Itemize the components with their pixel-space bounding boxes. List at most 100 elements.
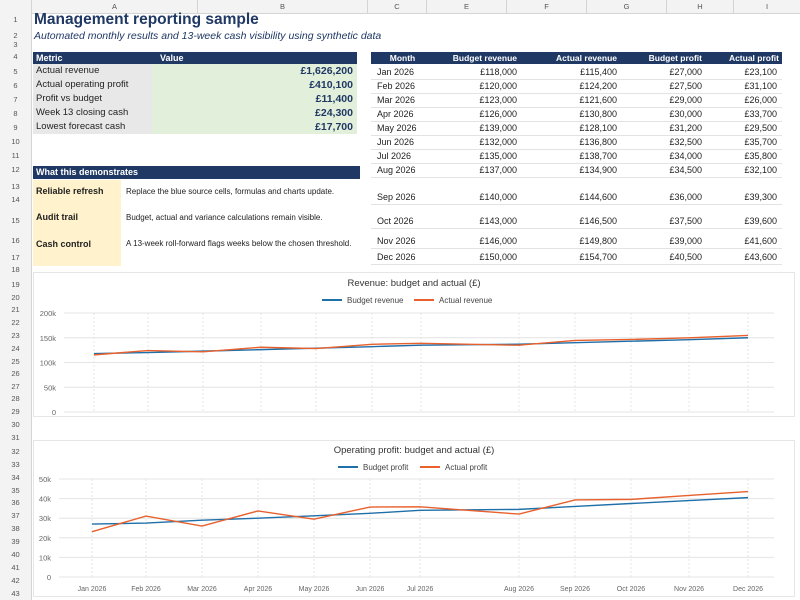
row-number[interactable]: 18: [11, 265, 20, 274]
column-header-c[interactable]: C: [368, 0, 427, 13]
column-header-i[interactable]: I: [734, 0, 800, 13]
budget-revenue-header: Budget revenue: [434, 52, 522, 64]
row-number[interactable]: 9: [13, 123, 18, 132]
metric-value: £24,300: [152, 106, 357, 120]
x-tick-label: Feb 2026: [131, 586, 161, 593]
row-number[interactable]: 30: [11, 420, 20, 429]
row-number[interactable]: 19: [11, 280, 20, 289]
value-cell: £140,000: [479, 192, 517, 202]
row-number[interactable]: 4: [13, 52, 18, 61]
legend-label: Budget revenue: [347, 296, 404, 305]
row-number[interactable]: 11: [11, 151, 20, 160]
value-cell: £41,600: [744, 236, 777, 246]
row-number[interactable]: 31: [11, 433, 20, 442]
value-cell: £43,600: [744, 252, 777, 262]
value-cell: £37,500: [669, 216, 702, 226]
legend-label: Actual profit: [445, 463, 488, 472]
row-number[interactable]: 26: [11, 369, 20, 378]
value-cell: £154,700: [579, 252, 617, 262]
row-number[interactable]: 37: [11, 511, 20, 520]
series-line-actual: [91, 490, 749, 533]
column-header-f[interactable]: F: [507, 0, 587, 13]
x-tick-label: Nov 2026: [674, 586, 704, 593]
actual-profit-header: Actual profit: [707, 52, 782, 64]
demo-text: A 13-week roll-forward flags weeks below…: [126, 239, 352, 248]
row-number[interactable]: 28: [11, 394, 20, 403]
row-number[interactable]: 27: [11, 382, 20, 391]
value-cell: £29,500: [744, 123, 777, 133]
column-header-g[interactable]: G: [587, 0, 667, 13]
metric-label: Week 13 closing cash: [33, 106, 152, 120]
row-number[interactable]: 39: [11, 537, 20, 546]
row-number[interactable]: 43: [11, 589, 20, 598]
row-number[interactable]: 6: [13, 81, 18, 90]
value-cell: £137,000: [479, 165, 517, 175]
month-cell: May 2026: [377, 123, 417, 133]
row-number[interactable]: 29: [11, 407, 20, 416]
column-header-a[interactable]: A: [32, 0, 198, 13]
month-cell: Jun 2026: [377, 137, 415, 147]
row-number[interactable]: 5: [13, 67, 18, 76]
chart-title: Operating profit: budget and actual (£): [334, 445, 495, 456]
row-number[interactable]: 20: [11, 293, 20, 302]
row-number[interactable]: 12: [11, 165, 20, 174]
row-number[interactable]: 17: [11, 253, 20, 262]
row-number[interactable]: 21: [11, 305, 20, 314]
x-tick-label: Jun 2026: [356, 586, 385, 593]
row-number[interactable]: 14: [11, 195, 20, 204]
demo-label: Audit trail: [33, 211, 121, 232]
y-tick-label: 20k: [39, 534, 51, 543]
month-cell: Sep 2026: [377, 192, 416, 202]
x-tick-label: Sep 2026: [560, 586, 590, 593]
row-number[interactable]: 38: [11, 524, 20, 533]
value-cell: £39,000: [669, 236, 702, 246]
row-number[interactable]: 32: [11, 447, 20, 456]
value-cell: £33,700: [744, 109, 777, 119]
row-number[interactable]: 8: [13, 109, 18, 118]
row-number[interactable]: 22: [11, 318, 20, 327]
row-number[interactable]: 40: [11, 550, 20, 559]
revenue-chart-frame[interactable]: Revenue: budget and actual (£) Budget rev…: [33, 272, 795, 428]
row-number[interactable]: 42: [11, 576, 20, 585]
month-cell: Jan 2026: [377, 67, 415, 77]
row-divider: [371, 163, 782, 164]
value-cell: £146,000: [479, 236, 517, 246]
value-cell: £32,500: [669, 137, 702, 147]
value-cell: £27,500: [669, 81, 702, 91]
column-header-h[interactable]: H: [667, 0, 734, 13]
value-cell: £23,100: [744, 67, 777, 77]
value-header: Value: [157, 52, 357, 64]
profit-chart-frame[interactable]: Operating profit: budget and actual (£) B…: [33, 440, 795, 597]
row-number[interactable]: 13: [11, 182, 20, 191]
value-cell: £36,000: [669, 192, 702, 202]
row-number[interactable]: 16: [11, 236, 20, 245]
demo-label: Reliable refresh: [33, 180, 121, 211]
column-header-e[interactable]: E: [427, 0, 507, 13]
series-line-budget: [91, 496, 749, 525]
row-number[interactable]: 25: [11, 357, 20, 366]
row-number[interactable]: 3: [13, 40, 18, 49]
column-header-b[interactable]: B: [198, 0, 368, 13]
value-cell: £132,000: [479, 137, 517, 147]
row-number[interactable]: 24: [11, 344, 20, 353]
row-number[interactable]: 23: [11, 331, 20, 340]
y-tick-label: 100k: [40, 359, 57, 368]
row-number[interactable]: 36: [11, 498, 20, 507]
row-number[interactable]: 33: [11, 460, 20, 469]
value-cell: £27,000: [669, 67, 702, 77]
row-number[interactable]: 41: [11, 563, 20, 572]
x-tick-label: Aug 2026: [504, 586, 534, 593]
row-number[interactable]: 1: [13, 15, 18, 24]
row-number[interactable]: 35: [11, 486, 20, 495]
value-cell: £130,800: [579, 109, 617, 119]
page-title: Management reporting sample: [34, 11, 259, 28]
select-all-corner[interactable]: [0, 0, 32, 13]
row-number[interactable]: 2: [13, 31, 18, 40]
y-tick-label: 0: [47, 573, 51, 582]
metric-value: £11,400: [152, 92, 357, 106]
row-number[interactable]: 34: [11, 473, 20, 482]
row-number[interactable]: 10: [11, 137, 20, 146]
row-number[interactable]: 7: [13, 95, 18, 104]
month-cell: Feb 2026: [377, 81, 416, 91]
row-number[interactable]: 15: [11, 216, 20, 225]
